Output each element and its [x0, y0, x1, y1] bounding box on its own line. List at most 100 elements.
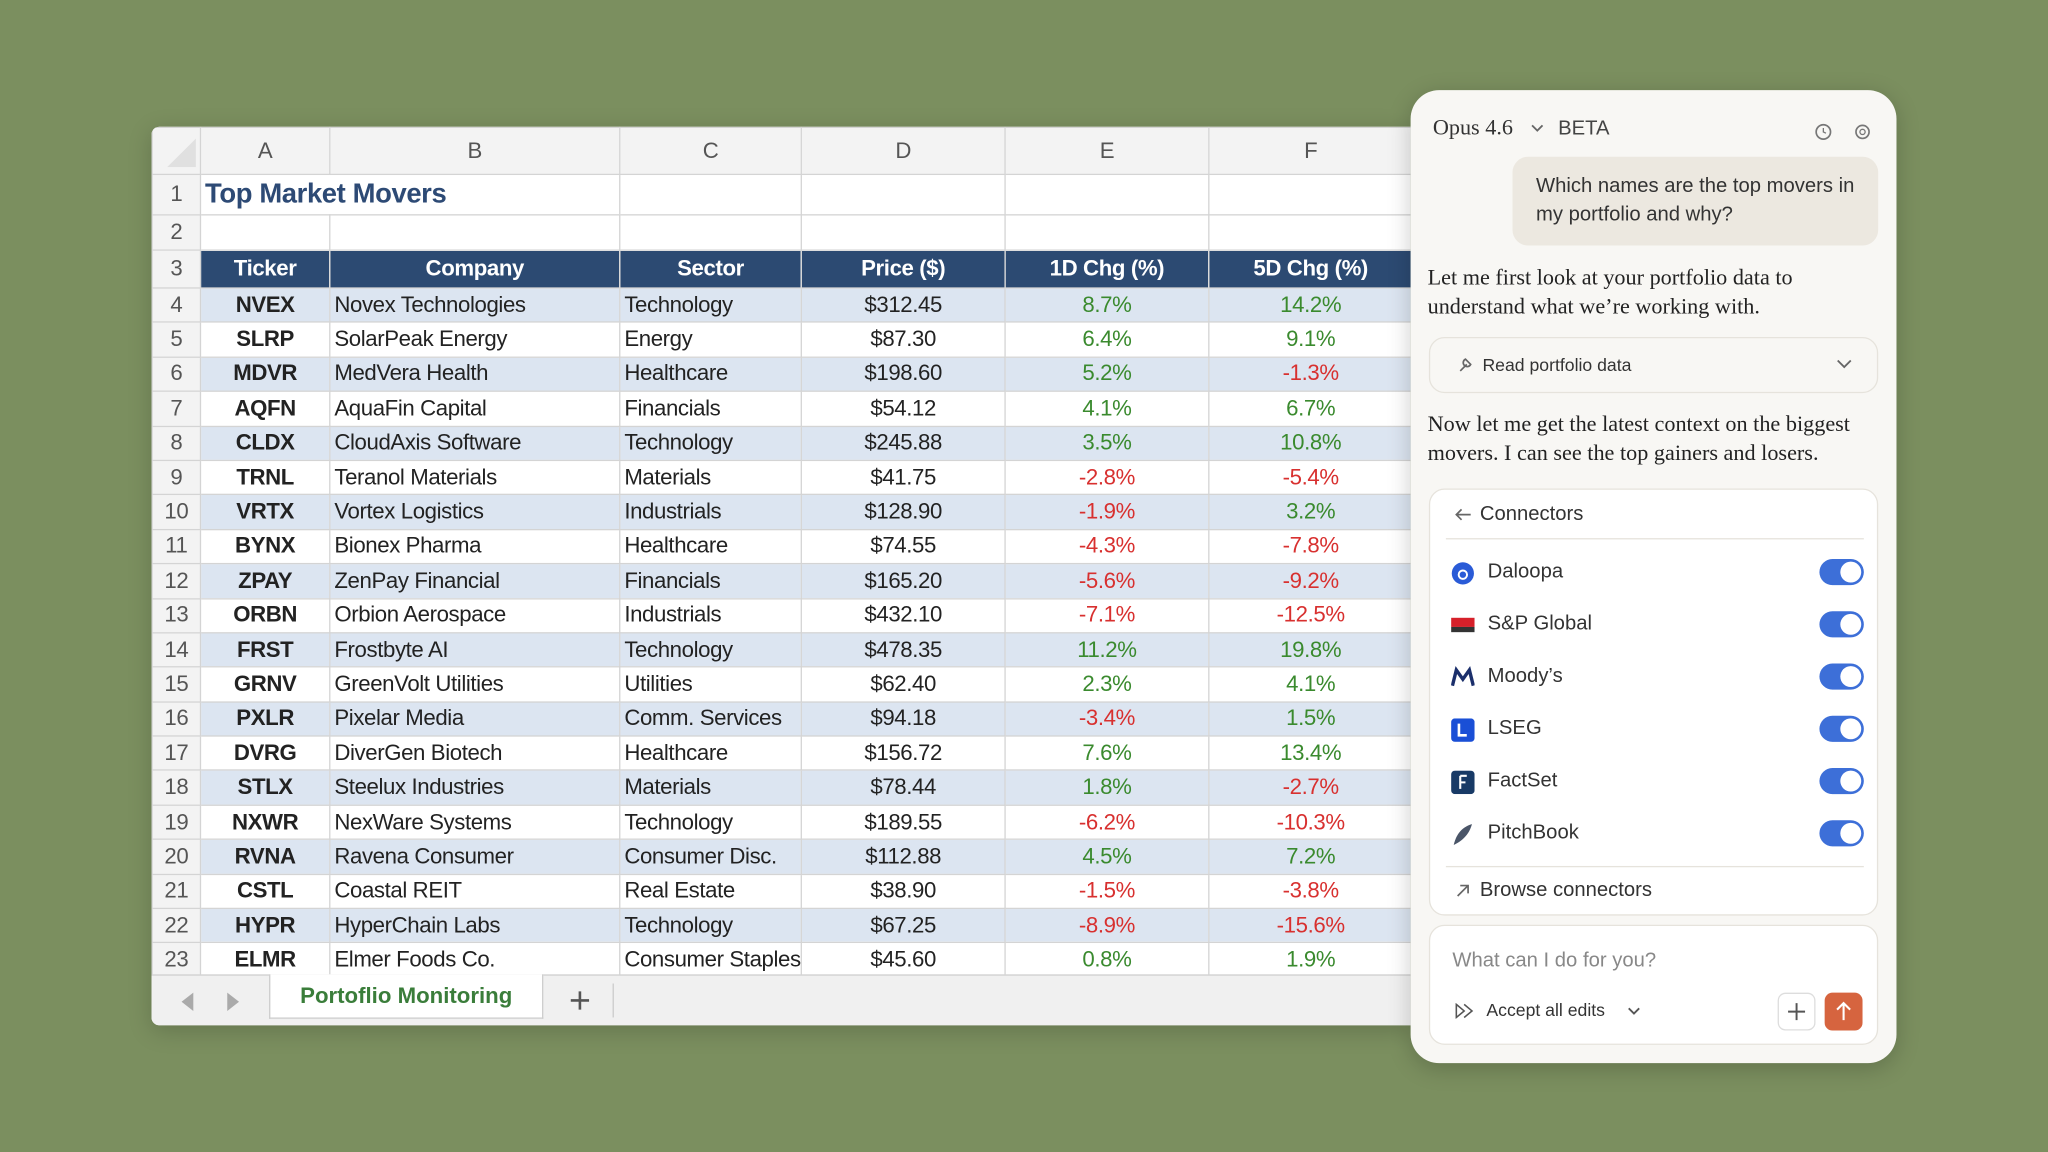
- sector: Utilities: [619, 666, 802, 703]
- company: NexWare Systems: [329, 804, 621, 841]
- connector-row: Moody’s: [1451, 652, 1864, 704]
- sector: Healthcare: [619, 735, 802, 772]
- sheet-row: 9 TRNL Teranol Materials Materials $41.75 -2.…: [151, 459, 1411, 496]
- price: $87.30: [800, 321, 1006, 358]
- connector-toggle[interactable]: [1819, 767, 1864, 795]
- change-1d: -8.9%: [1004, 907, 1210, 944]
- sector: Industrials: [619, 494, 802, 530]
- chevron: [1628, 1007, 1640, 1015]
- company: Ravena Consumer: [329, 838, 621, 875]
- accept-icon: [1455, 1003, 1474, 1019]
- sector: Technology: [619, 804, 802, 841]
- sector: Healthcare: [619, 528, 802, 565]
- header-icons[interactable]: [1813, 121, 1870, 142]
- sheet-row: 22 HYPR HyperChain Labs Technology $67.25 -8.…: [151, 907, 1411, 944]
- price: $78.44: [800, 769, 1006, 806]
- row-number: 4: [151, 287, 202, 324]
- row-number: 23: [151, 942, 202, 979]
- connector-toggle[interactable]: [1819, 715, 1864, 742]
- cell: [1004, 173, 1210, 216]
- model-selector[interactable]: Opus 4.6 BETA: [1433, 115, 1610, 141]
- row-number: 20: [151, 838, 202, 875]
- ticker: VRTX: [199, 494, 331, 530]
- price: $165.20: [800, 563, 1006, 599]
- cell: [619, 173, 802, 216]
- sheet-row: 2: [151, 214, 1411, 251]
- company: SolarPeak Energy: [329, 321, 621, 358]
- table-header: Price ($): [800, 249, 1006, 289]
- sheet-row: 13 ORBN Orbion Aerospace Industrials $432.10…: [151, 597, 1411, 634]
- connector-row: Daloopa: [1451, 547, 1864, 599]
- column-letter: D: [800, 126, 1006, 176]
- chevron: [1530, 124, 1543, 132]
- company: Bionex Pharma: [329, 528, 621, 565]
- assistant-message: Let me first look at your portfolio data…: [1427, 265, 1793, 319]
- change-1d: -3.4%: [1004, 700, 1210, 737]
- tool-call-label: Read portfolio data: [1482, 355, 1632, 375]
- cell: [1208, 173, 1411, 216]
- spreadsheet-window: A B C D E F 1 Top Market Movers 2 3 Ticker Company S…: [151, 126, 1411, 1026]
- attach-button[interactable]: [1777, 992, 1816, 1031]
- connector-toggle[interactable]: [1819, 559, 1864, 586]
- sheet-row: 3 Ticker Company Sector Price ($) 1D Chg (%) 5…: [151, 249, 1411, 289]
- chevron: [1837, 359, 1852, 369]
- external-icon: [1457, 884, 1469, 897]
- connectors-title: Connectors: [1479, 502, 1584, 526]
- sector: Technology: [619, 425, 802, 462]
- company: ZenPay Financial: [329, 563, 621, 599]
- tool-call[interactable]: Read portfolio data: [1428, 336, 1879, 394]
- accept-edits[interactable]: Accept all edits: [1486, 1000, 1605, 1021]
- change-5d: -2.7%: [1208, 769, 1411, 806]
- sheet-row: 7 AQFN AquaFin Capital Financials $54.12 4.1%…: [151, 390, 1411, 427]
- sector: Industrials: [619, 597, 802, 634]
- ticker: ORBN: [199, 597, 331, 634]
- sector: Energy: [619, 321, 802, 358]
- connector-toggle[interactable]: [1819, 611, 1864, 638]
- sector: Consumer Staples: [619, 942, 802, 979]
- cell: [329, 214, 621, 251]
- change-1d: -1.9%: [1004, 494, 1210, 530]
- divider: [1445, 538, 1864, 540]
- company: Novex Technologies: [329, 287, 621, 324]
- change-1d: 2.3%: [1004, 666, 1210, 703]
- ticker: PXLR: [199, 700, 331, 737]
- send-button[interactable]: [1824, 992, 1863, 1031]
- sheet-nav-arrows[interactable]: [178, 991, 243, 1012]
- ticker: AQFN: [199, 390, 331, 427]
- company: MedVera Health: [329, 356, 621, 393]
- ticker: RVNA: [199, 838, 331, 875]
- input-placeholder[interactable]: What can I do for you?: [1452, 949, 1657, 972]
- divider: [1445, 865, 1864, 868]
- table-header: 1D Chg (%): [1004, 249, 1210, 289]
- sheet-tab-bar: Portoflio Monitoring: [151, 974, 1411, 1026]
- ticker: SLRP: [199, 321, 331, 358]
- change-5d: -12.5%: [1208, 597, 1411, 634]
- add-sheet-button[interactable]: [568, 989, 592, 1013]
- sheet-row: 6 MDVR MedVera Health Healthcare $198.60 5.2%…: [151, 356, 1411, 393]
- ticker: ZPAY: [199, 563, 331, 599]
- connector-icon: [1451, 617, 1475, 633]
- row-number: 14: [151, 632, 202, 668]
- sheet-row: 20 RVNA Ravena Consumer Consumer Disc. $112.…: [151, 838, 1411, 875]
- sheet-row: 12 ZPAY ZenPay Financial Financials $165.20-…: [151, 563, 1411, 599]
- browse-connectors[interactable]: Browse connectors: [1479, 879, 1652, 902]
- sector: Comm. Services: [619, 700, 802, 737]
- ticker: DVRG: [199, 735, 331, 772]
- change-5d: 1.5%: [1208, 700, 1411, 737]
- cell: [199, 214, 331, 251]
- beta-badge: BETA: [1558, 117, 1610, 140]
- price: $312.45: [800, 287, 1006, 324]
- ticker: NXWR: [199, 804, 331, 841]
- back-arrow[interactable]: [1454, 507, 1472, 523]
- sector: Financials: [619, 390, 802, 427]
- connector-toggle[interactable]: [1819, 663, 1864, 690]
- sheet-row: 18 STLX Steelux Industries Materials $78.44 1…: [151, 769, 1411, 806]
- sheet-tab[interactable]: Portoflio Monitoring: [269, 974, 544, 1019]
- connector-icon: [1451, 666, 1475, 687]
- connector-toggle[interactable]: [1819, 820, 1864, 847]
- column-letter: C: [619, 126, 802, 176]
- price: $67.25: [800, 907, 1006, 944]
- sheet-row: 23 ELMR Elmer Foods Co. Consumer Staples $45…: [151, 942, 1411, 979]
